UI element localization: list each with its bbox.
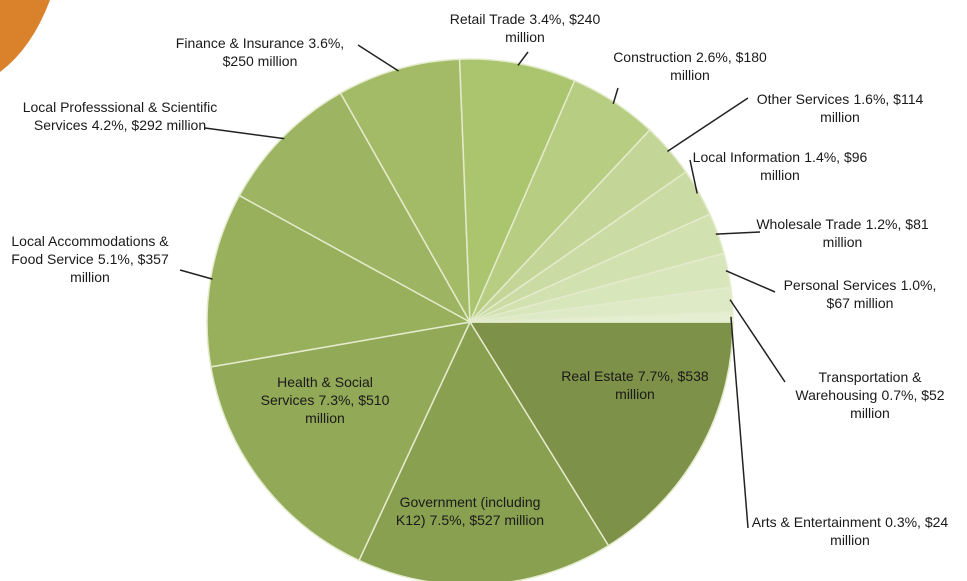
category-label: Arts & Entertainment bbox=[751, 514, 881, 530]
slice-label: Government (including K12) 7.5%, $527 mil… bbox=[370, 493, 570, 529]
value-label: 3.6%, $250 million bbox=[222, 35, 345, 69]
category-label: Construction bbox=[613, 49, 692, 65]
leader-line bbox=[357, 44, 399, 72]
slice-label: Local Information 1.4%, $96 million bbox=[690, 148, 870, 184]
slice-label: Local Accommodations & Food Service 5.1%,… bbox=[0, 232, 180, 286]
leader-line bbox=[667, 97, 749, 152]
pie-slice bbox=[469, 310, 734, 323]
category-label: Wholesale Trade bbox=[756, 216, 862, 232]
leader-line bbox=[729, 299, 786, 383]
slice-label: Construction 2.6%, $180 million bbox=[605, 48, 775, 84]
value-label: 0.7%, $52 million bbox=[850, 387, 945, 421]
slice-label: Transportation & Warehousing 0.7%, $52 mi… bbox=[780, 368, 960, 422]
leader-line bbox=[179, 269, 213, 280]
value-label: 7.3%, $510 million bbox=[305, 392, 390, 426]
pie-slice bbox=[238, 92, 472, 324]
leader-line bbox=[612, 87, 619, 105]
value-label: 2.6%, $180 million bbox=[670, 49, 767, 83]
category-label: Transportation & Warehousing bbox=[795, 369, 922, 403]
leader-line bbox=[730, 316, 749, 529]
leader-line bbox=[725, 269, 776, 293]
pie-slice bbox=[458, 58, 576, 323]
leader-line bbox=[715, 231, 761, 235]
category-label: Other Services bbox=[756, 91, 850, 107]
category-label: Government (including K12) bbox=[395, 494, 541, 528]
category-label: Local Professsional & Scientific Service… bbox=[22, 99, 218, 133]
leader-line bbox=[689, 159, 698, 194]
value-label: 7.5%, $527 million bbox=[429, 512, 545, 528]
value-label: 1.4%, $96 million bbox=[760, 149, 868, 183]
slice-label: Finance & Insurance 3.6%, $250 million bbox=[160, 34, 360, 70]
slice-label: Arts & Entertainment 0.3%, $24 million bbox=[745, 513, 955, 549]
pie-slice bbox=[358, 320, 610, 581]
leader-line bbox=[517, 51, 529, 66]
slice-label: Local Professsional & Scientific Service… bbox=[20, 98, 220, 134]
category-label: Local Information bbox=[692, 149, 801, 165]
category-label: Personal Services bbox=[783, 277, 897, 293]
value-label: 7.7%, $538 million bbox=[615, 368, 709, 402]
value-label: 4.2%, $292 million bbox=[91, 117, 207, 133]
slice-label: Personal Services 1.0%, $67 million bbox=[770, 276, 950, 312]
value-label: 0.3%, $24 million bbox=[830, 514, 949, 548]
slice-label: Retail Trade 3.4%, $240 million bbox=[440, 10, 610, 46]
pie-slice bbox=[339, 58, 471, 323]
pie-slice bbox=[209, 321, 472, 562]
corner-decoration bbox=[0, 0, 50, 72]
value-label: 1.6%, $114 million bbox=[820, 91, 924, 125]
slice-label: Health & Social Services 7.3%, $510 milli… bbox=[240, 373, 410, 427]
category-label: Finance & Insurance bbox=[175, 35, 305, 51]
category-label: Retail Trade bbox=[449, 11, 526, 27]
value-label: 3.4%, $240 million bbox=[505, 11, 601, 45]
slice-label: Wholesale Trade 1.2%, $81 million bbox=[755, 215, 930, 251]
pie-slice bbox=[468, 321, 734, 547]
value-label: 1.0%, $67 million bbox=[826, 277, 937, 311]
category-label: Local Accommodations & Food Service bbox=[11, 233, 169, 267]
slice-label: Other Services 1.6%, $114 million bbox=[740, 90, 940, 126]
category-label: Real Estate bbox=[561, 368, 634, 384]
slice-label: Real Estate 7.7%, $538 million bbox=[545, 367, 725, 403]
value-label: 1.2%, $81 million bbox=[822, 216, 929, 250]
category-label: Health & Social Services bbox=[260, 374, 373, 408]
value-label: 5.1%, $357 million bbox=[70, 251, 169, 285]
leader-line bbox=[204, 127, 285, 140]
